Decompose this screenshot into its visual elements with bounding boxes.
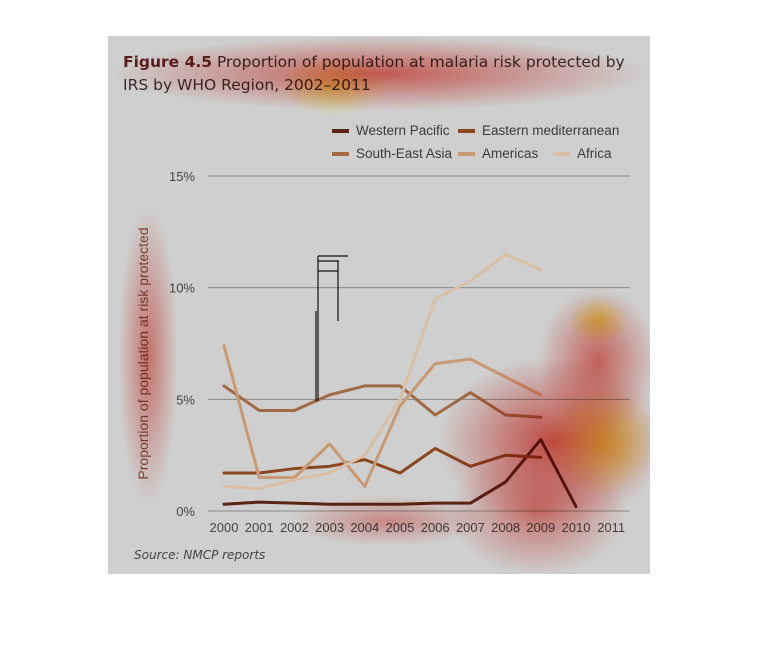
- x-tick-label: 2009: [526, 520, 555, 535]
- y-tick-label: 0%: [176, 504, 195, 519]
- x-tick-label: 2003: [315, 520, 344, 535]
- x-tick-label: 2005: [386, 520, 415, 535]
- series-line: [222, 384, 543, 419]
- series-line: [222, 446, 543, 475]
- bracket-annotation: [315, 255, 348, 401]
- y-tick-label: 5%: [176, 392, 195, 407]
- figure-label: Figure 4.5: [123, 53, 213, 71]
- x-tick-label: 2004: [350, 520, 379, 535]
- y-axis-title: Proportion of population at risk protect…: [135, 227, 151, 479]
- chart-title-line-2: IRS by WHO Region, 2002–2011: [123, 76, 371, 94]
- x-tick-label: 2000: [210, 520, 239, 535]
- source-text: NMCP reports: [183, 548, 266, 562]
- chart-title-part-1: Proportion of population at malaria risk…: [216, 53, 625, 71]
- x-tick-label: 2002: [280, 520, 309, 535]
- y-tick-label: 15%: [169, 169, 195, 184]
- chart-figure: 0% 5% 10% 15% 2000 2001 2002 2003 2004 2005 2006 20…: [108, 36, 650, 574]
- x-tick-label: 2008: [491, 520, 520, 535]
- x-tick-label: 2010: [562, 520, 591, 535]
- y-tick-label: 10%: [169, 281, 195, 296]
- series-line: [222, 252, 543, 491]
- x-tick-label: 2007: [456, 520, 485, 535]
- x-tick-label: 2011: [597, 520, 625, 535]
- source-label: Source:: [134, 548, 180, 562]
- x-tick-label: 2001: [245, 520, 274, 535]
- legend-label: Americas: [482, 146, 539, 161]
- legend-label: Africa: [577, 146, 612, 161]
- legend-label: Western Pacific: [356, 123, 450, 138]
- x-tick-label: 2006: [421, 520, 450, 535]
- chart-title-part-2: IRS by WHO Region, 2002–2011: [123, 76, 371, 94]
- legend-label: South-East Asia: [356, 146, 453, 161]
- legend-label: Eastern mediterranean: [482, 123, 619, 138]
- line-chart: 0% 5% 10% 15% 2000 2001 2002 2003 2004 2005 2006 20…: [135, 123, 630, 535]
- chart-title-line-1: Figure 4.5 Proportion of population at m…: [123, 53, 625, 71]
- source-note: Source: NMCP reports: [134, 548, 265, 562]
